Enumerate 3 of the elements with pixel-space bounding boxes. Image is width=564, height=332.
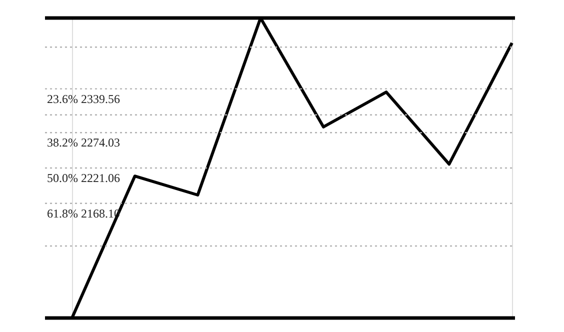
annotation: 50.0% 2221.06: [47, 171, 120, 185]
annotation: 38.2% 2274.03: [47, 136, 120, 150]
annotation: 23.6% 2339.56: [47, 92, 120, 106]
